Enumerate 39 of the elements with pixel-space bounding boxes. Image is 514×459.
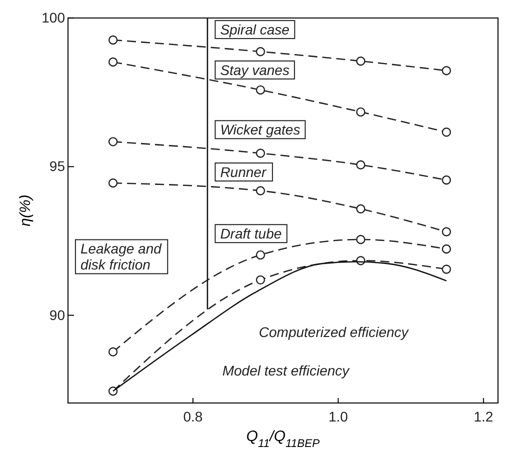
point	[356, 204, 366, 214]
x-tick-label: 0.8	[183, 408, 203, 424]
annotation: Spiral case	[220, 22, 290, 38]
annotation: Model test efficiency	[222, 362, 350, 378]
point	[108, 386, 118, 396]
point	[356, 56, 366, 66]
point	[108, 347, 118, 356]
point	[442, 227, 452, 236]
annotation: Wicket gates	[220, 122, 300, 138]
point	[108, 178, 118, 188]
y-tick-label: 100	[42, 9, 66, 26]
point	[256, 46, 266, 56]
point	[108, 57, 118, 67]
point	[256, 85, 266, 95]
y-axis-title: η(%)	[17, 194, 34, 226]
annotation: Stay vanes	[220, 62, 290, 78]
y-tick-label: 95	[49, 158, 66, 174]
x-tick-label: 1.0	[328, 408, 348, 424]
point	[442, 128, 452, 137]
point	[442, 175, 452, 185]
point	[256, 186, 266, 196]
annotation: Leakage and disk friction	[80, 240, 163, 273]
annotation: Runner	[220, 164, 268, 180]
point	[356, 107, 366, 117]
point	[442, 264, 452, 274]
point	[356, 234, 366, 244]
point	[256, 275, 266, 285]
point	[442, 66, 452, 76]
point	[256, 148, 266, 158]
point	[256, 250, 266, 260]
point	[108, 137, 118, 146]
point	[356, 160, 366, 170]
x-axis-title: Q$_{11}$/Q$_{11BEP}$	[246, 428, 320, 450]
annotation: Draft tube	[220, 226, 282, 242]
point	[442, 244, 452, 254]
y-tick-label: 90	[49, 306, 66, 323]
annotation: Computerized efficiency	[258, 324, 410, 340]
point	[108, 35, 118, 45]
x-tick-label: 1.2	[474, 408, 494, 424]
